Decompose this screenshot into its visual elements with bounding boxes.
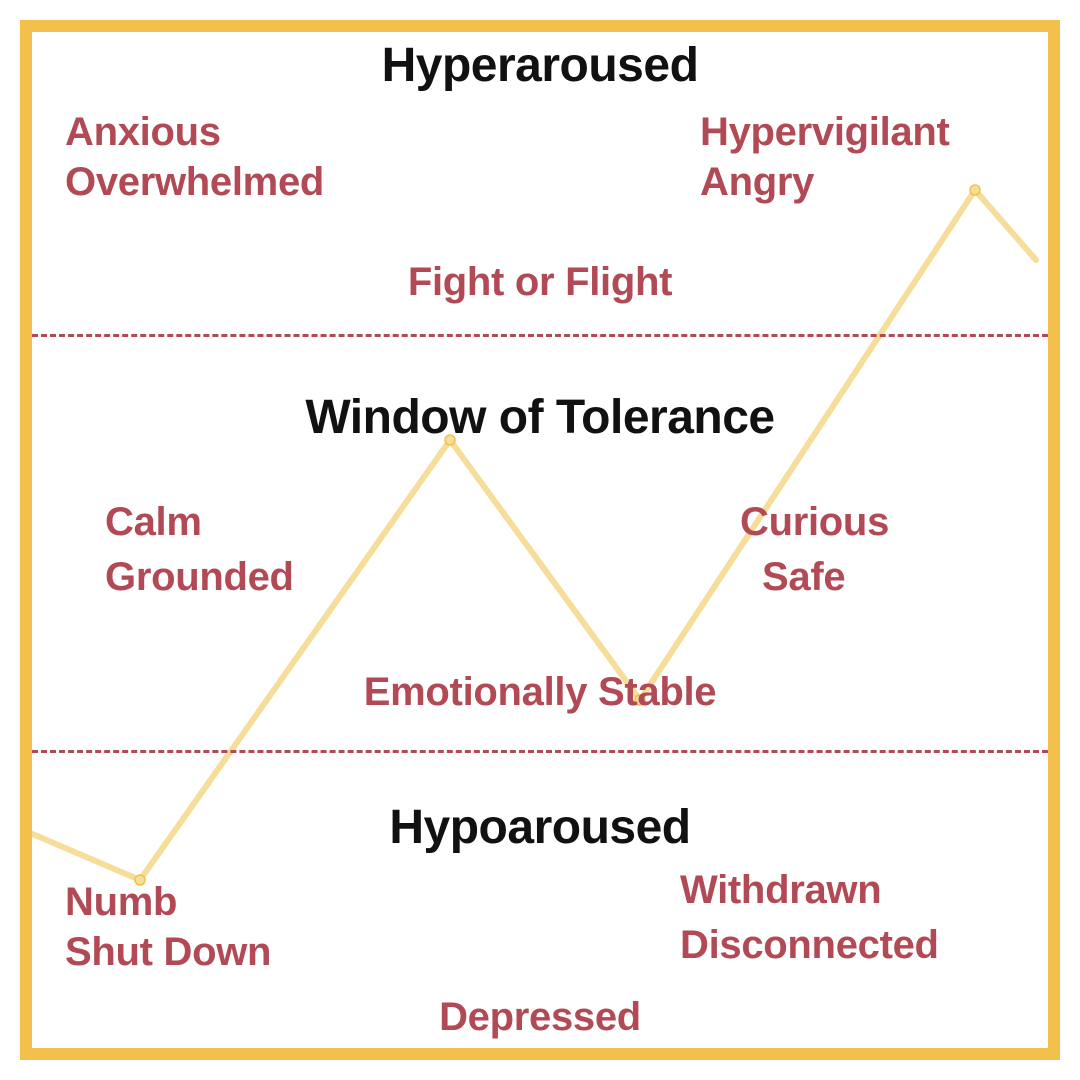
desc-depressed: Depressed (439, 995, 641, 1040)
desc-hypervigilant: Hypervigilant (700, 110, 950, 155)
desc-overwhelmed: Overwhelmed (65, 160, 324, 205)
desc-withdrawn: Withdrawn (680, 868, 881, 913)
divider-bottom (32, 750, 1048, 753)
desc-emotionally-stable: Emotionally Stable (364, 670, 716, 715)
diagram-border: Hyperaroused Anxious Overwhelmed Hypervi… (20, 20, 1060, 1060)
desc-shut-down: Shut Down (65, 930, 271, 975)
zone-title-hyper: Hyperaroused (32, 38, 1048, 93)
desc-disconnected: Disconnected (680, 923, 939, 968)
zone-title-hypo: Hypoaroused (32, 800, 1048, 855)
desc-angry: Angry (700, 160, 814, 205)
desc-curious: Curious (740, 500, 889, 545)
zone-title-window: Window of Tolerance (32, 390, 1048, 445)
diagram-frame: Hyperaroused Anxious Overwhelmed Hypervi… (0, 0, 1080, 1080)
desc-numb: Numb (65, 880, 177, 925)
desc-safe: Safe (762, 555, 845, 600)
desc-anxious: Anxious (65, 110, 221, 155)
desc-calm: Calm (105, 500, 202, 545)
divider-top (32, 334, 1048, 337)
desc-fight-or-flight: Fight or Flight (408, 260, 672, 305)
desc-grounded: Grounded (105, 555, 294, 600)
